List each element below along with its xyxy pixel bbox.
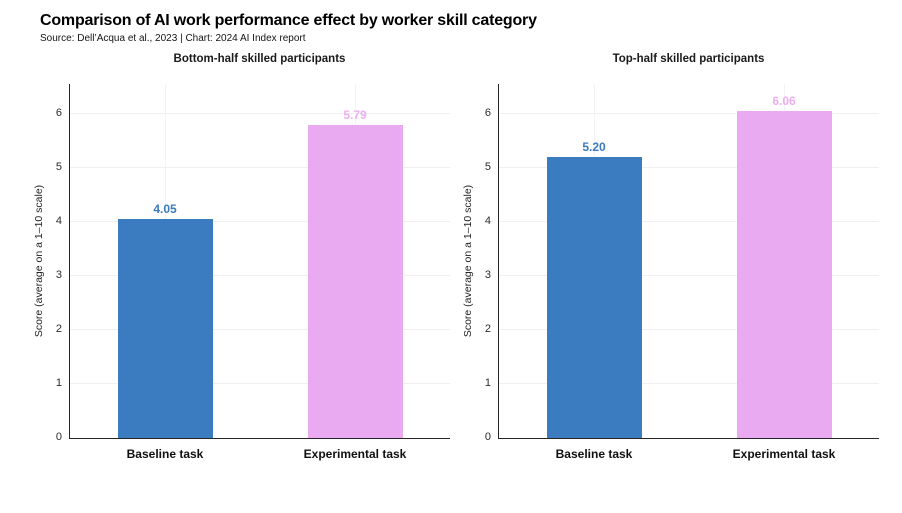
bar-value-label: 6.06 [772,93,796,108]
y-tick-label: 3 [55,269,62,282]
bar-value-label: 5.20 [582,140,606,155]
horizontal-gridline [70,112,450,114]
horizontal-gridline [499,329,879,331]
horizontal-gridline [70,275,450,277]
y-tick-label: 0 [55,431,62,444]
bar-value-label: 4.05 [153,202,177,217]
y-axis-label: Score (average on a 1–10 scale) [462,185,474,338]
x-category-label: Baseline task [555,447,633,462]
y-tick-label: 4 [484,215,491,228]
y-tick-label: 3 [484,269,491,282]
bar-baseline-task: 4.05 [117,203,213,439]
chart-header: Comparison of AI work performance effect… [0,0,902,44]
horizontal-gridline [70,166,450,168]
charts-row: Bottom-half skilled participants Score (… [29,53,902,461]
horizontal-gridline [499,166,879,168]
y-tick-label: 6 [484,106,491,119]
horizontal-gridline [499,221,879,223]
horizontal-gridline [70,221,450,223]
bar-experimental-task: 6.06 [736,95,832,439]
x-category-label: Experimental task [732,447,836,462]
horizontal-gridline [499,383,879,385]
panel-title: Bottom-half skilled participants [173,53,346,66]
horizontal-gridline [70,329,450,331]
chart-panel-bottom-half: Bottom-half skilled participants Score (… [29,53,450,461]
y-tick-label: 4 [55,215,62,228]
page-title: Comparison of AI work performance effect… [40,12,537,29]
x-category-label: Baseline task [126,447,204,462]
y-tick-label: 5 [484,160,491,173]
horizontal-gridline [499,112,879,114]
y-tick-label: 1 [55,377,62,390]
source-caption: Source: Dell’Acqua et al., 2023 | Chart:… [40,33,306,45]
y-axis-label: Score (average on a 1–10 scale) [33,185,45,338]
panel-title: Top-half skilled participants [612,53,765,66]
y-tick-label: 2 [484,323,491,336]
plot-area: Score (average on a 1–10 scale) 5.20 6.0… [462,84,879,461]
y-tick-label: 6 [55,106,62,119]
y-tick-label: 0 [484,431,491,444]
bar-experimental-task: 5.79 [307,109,403,439]
plot-area: Score (average on a 1–10 scale) 4.05 5.7… [33,84,450,461]
chart-panel-top-half: Top-half skilled participants Score (ave… [458,53,879,461]
bar-baseline-task: 5.20 [546,141,642,439]
horizontal-gridline [499,275,879,277]
bar-value-label: 5.79 [343,108,367,123]
x-category-label: Experimental task [303,447,407,462]
y-tick-label: 1 [484,377,491,390]
y-tick-label: 2 [55,323,62,336]
y-tick-label: 5 [55,160,62,173]
horizontal-gridline [70,383,450,385]
